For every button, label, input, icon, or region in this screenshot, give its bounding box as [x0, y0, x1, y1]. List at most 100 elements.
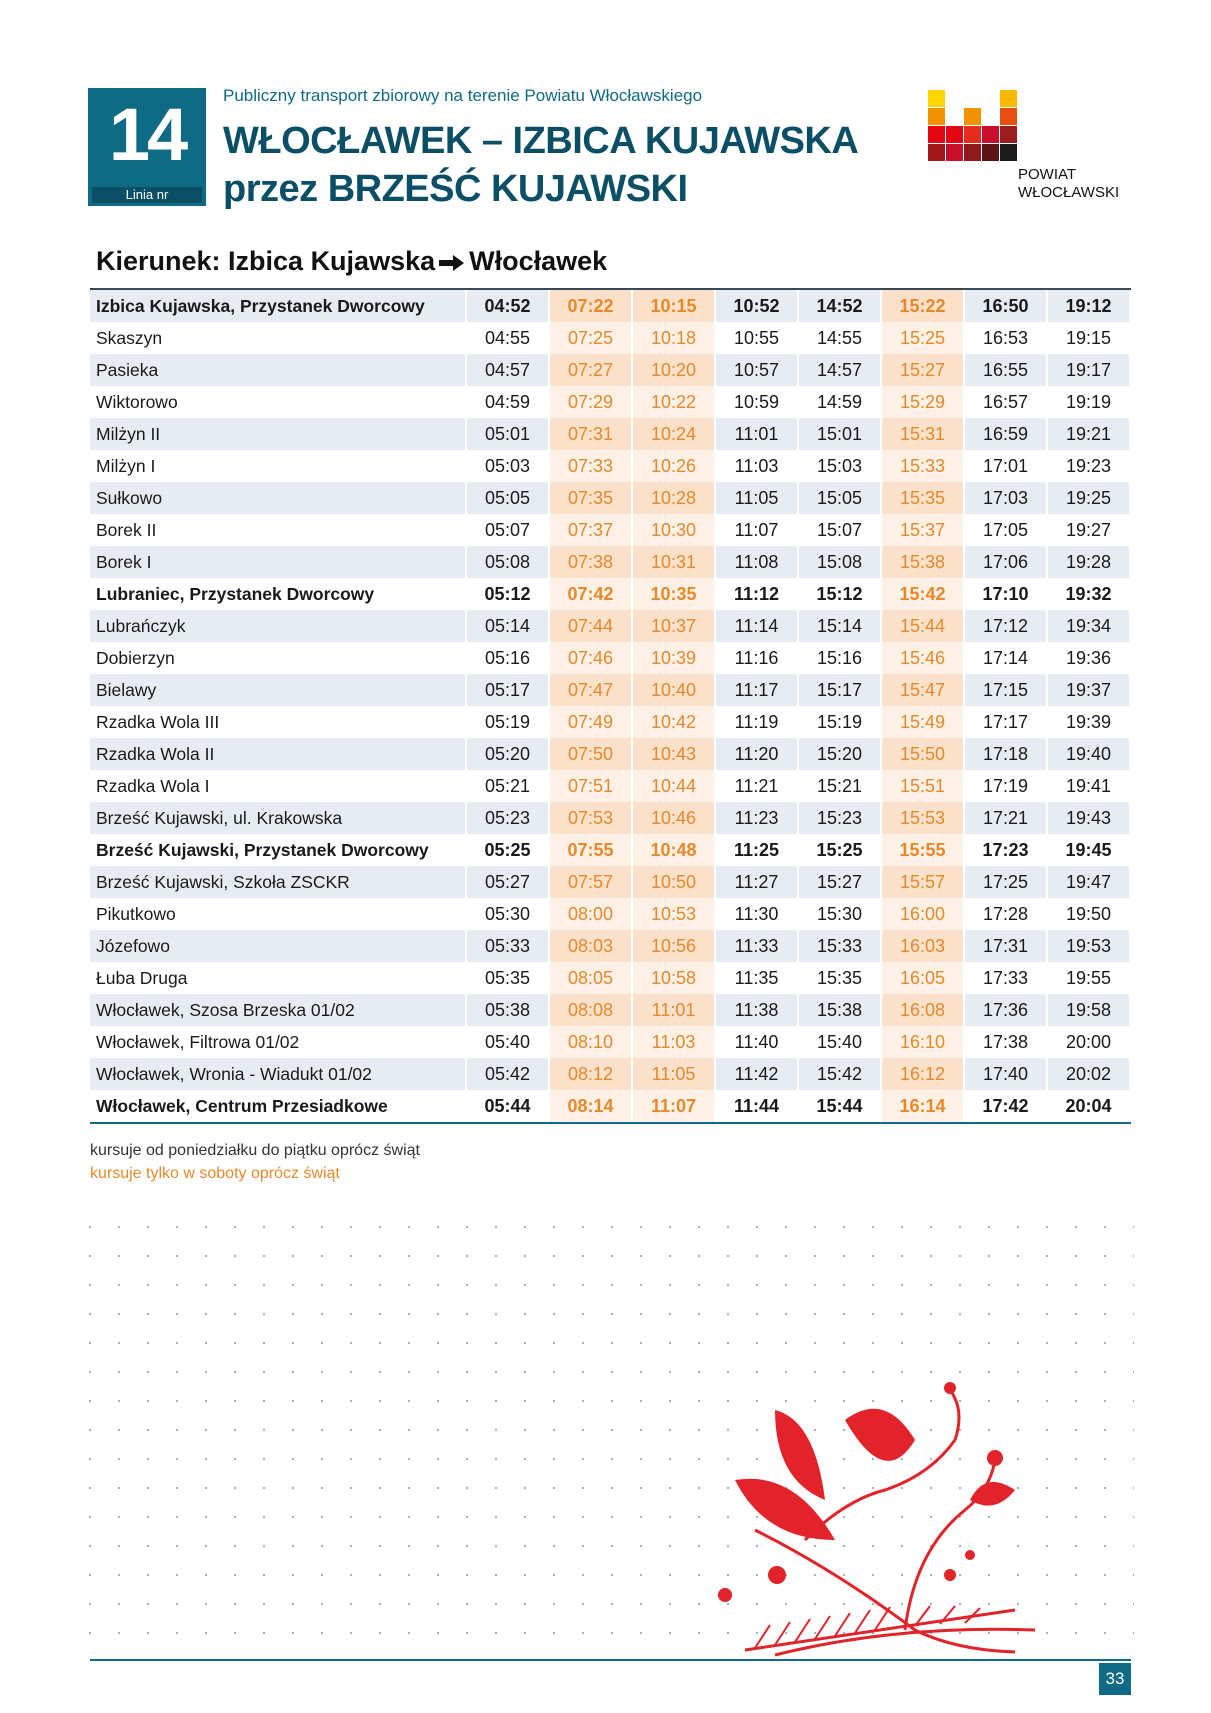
departure-time: 11:12 [733, 584, 780, 604]
departure-time: 10:46 [633, 802, 714, 834]
table-row: Pasieka 04:57 07:27 10:20 10:57 14:57 15:27 16:… [90, 354, 1131, 386]
departure-time: 17:21 [965, 802, 1046, 834]
departure-time: 05:08 [467, 546, 548, 578]
table-row: Wiktorowo 04:59 07:29 10:22 10:59 14:59 15:29 1… [90, 386, 1131, 418]
departure-time: 15:14 [799, 610, 880, 642]
departure-time: 19:36 [1065, 648, 1112, 668]
departure-time: 05:01 [467, 418, 548, 450]
departure-time: 10:15 [633, 290, 714, 322]
departure-time: 07:44 [550, 610, 631, 642]
departure-time: 10:39 [633, 642, 714, 674]
departure-time: 19:19 [1065, 392, 1112, 412]
departure-time: 19:28 [1048, 546, 1129, 578]
departure-time: 15:25 [816, 840, 863, 860]
logo-text: POWIAT WŁOCŁAWSKI [1018, 166, 1119, 202]
departure-time: 16:12 [882, 1058, 963, 1090]
departure-time: 15:20 [799, 738, 880, 770]
departure-time: 08:03 [550, 930, 631, 962]
table-row: Bielawy 05:17 07:47 10:40 11:17 15:17 15:47 17:… [90, 674, 1131, 706]
stop-name: Bielawy [90, 674, 465, 706]
departure-time: 20:02 [1048, 1058, 1129, 1090]
departure-time: 17:25 [965, 866, 1046, 898]
departure-time: 15:51 [882, 770, 963, 802]
table-row: Lubraniec, Przystanek Dworcowy 05:12 07:42… [90, 578, 1131, 610]
departure-time: 17:33 [982, 968, 1029, 988]
departure-time: 11:03 [633, 1026, 714, 1058]
stop-name: Włocławek, Centrum Przesiadkowe [96, 1096, 388, 1116]
departure-time: 05:20 [467, 738, 548, 770]
departure-time: 19:34 [1048, 610, 1129, 642]
departure-time: 19:53 [1048, 930, 1129, 962]
arrow-icon [439, 254, 465, 271]
stop-name: Brześć Kujawski, ul. Krakowska [90, 802, 465, 834]
departure-time: 11:33 [716, 930, 797, 962]
departure-time: 05:05 [467, 482, 548, 514]
departure-time: 15:46 [882, 642, 963, 674]
departure-time: 11:25 [733, 840, 780, 860]
stop-name: Włocławek, Filtrowa 01/02 [96, 1032, 300, 1052]
departure-time: 04:59 [484, 392, 531, 412]
table-row: Pikutkowo 05:30 08:00 10:53 11:30 15:30 16:00 1… [90, 898, 1131, 930]
departure-time: 19:23 [1065, 456, 1112, 476]
departure-time: 16:08 [882, 994, 963, 1026]
departure-time: 16:14 [882, 1090, 963, 1122]
departure-time: 15:27 [882, 354, 963, 386]
timetable: Izbica Kujawska, Przystanek Dworcowy 04:5… [90, 288, 1131, 1124]
departure-time: 04:57 [467, 354, 548, 386]
stop-name: Józefowo [90, 930, 465, 962]
departure-time: 10:52 [716, 290, 797, 322]
departure-time: 15:50 [882, 738, 963, 770]
departure-time: 15:35 [882, 482, 963, 514]
departure-time: 07:53 [550, 802, 631, 834]
table-row: Sułkowo 05:05 07:35 10:28 11:05 15:05 15:35 17:… [90, 482, 1131, 514]
departure-time: 07:42 [550, 578, 631, 610]
table-row: Rzadka Wola I 05:21 07:51 10:44 11:21 15:21 15… [90, 770, 1131, 802]
table-row: Włocławek, Filtrowa 01/02 05:40 08:10 11:03… [90, 1026, 1131, 1058]
table-row: Izbica Kujawska, Przystanek Dworcowy 04:5… [90, 290, 1131, 322]
departure-time: 15:55 [882, 834, 963, 866]
departure-time: 16:57 [982, 392, 1029, 412]
line-badge: 14 Linia nr [88, 88, 206, 206]
departure-time: 10:22 [633, 386, 714, 418]
departure-time: 15:47 [882, 674, 963, 706]
departure-time: 15:33 [882, 450, 963, 482]
departure-time: 05:16 [484, 648, 531, 668]
departure-time: 19:43 [1048, 802, 1129, 834]
departure-time: 11:03 [734, 456, 779, 476]
stop-name: Włocławek, Wronia - Wiadukt 01/02 [90, 1058, 465, 1090]
departure-time: 07:50 [550, 738, 631, 770]
stop-name: Pasieka [90, 354, 465, 386]
departure-time: 05:30 [484, 904, 531, 924]
stop-name: Rzadka Wola I [96, 776, 210, 796]
departure-time: 17:23 [982, 840, 1029, 860]
departure-time: 15:53 [882, 802, 963, 834]
departure-time: 05:19 [484, 712, 531, 732]
departure-time: 15:05 [799, 482, 880, 514]
departure-time: 20:00 [1065, 1032, 1112, 1052]
table-row: Lubrańczyk 05:14 07:44 10:37 11:14 15:14 15:44… [90, 610, 1131, 642]
departure-time: 05:40 [484, 1032, 531, 1052]
departure-time: 19:41 [1065, 776, 1112, 796]
page-number: 33 [1099, 1663, 1131, 1695]
departure-time: 15:31 [882, 418, 963, 450]
departure-time: 16:05 [882, 962, 963, 994]
departure-time: 05:35 [484, 968, 531, 988]
departure-time: 15:42 [799, 1058, 880, 1090]
departure-time: 16:00 [882, 898, 963, 930]
departure-time: 05:38 [467, 994, 548, 1026]
departure-time: 05:42 [467, 1058, 548, 1090]
departure-time: 07:38 [550, 546, 631, 578]
departure-time: 19:40 [1048, 738, 1129, 770]
departure-time: 19:58 [1048, 994, 1129, 1026]
departure-time: 16:03 [882, 930, 963, 962]
departure-time: 15:40 [816, 1032, 863, 1052]
stop-name: Rzadka Wola III [96, 712, 220, 732]
departure-time: 08:14 [550, 1090, 631, 1122]
departure-time: 15:01 [799, 418, 880, 450]
departure-time: 07:47 [550, 674, 631, 706]
departure-time: 08:12 [550, 1058, 631, 1090]
departure-time: 07:25 [550, 322, 631, 354]
departure-time: 04:55 [484, 328, 531, 348]
table-row: Brześć Kujawski, Przystanek Dworcowy 05:2… [90, 834, 1131, 866]
departure-time: 14:57 [799, 354, 880, 386]
